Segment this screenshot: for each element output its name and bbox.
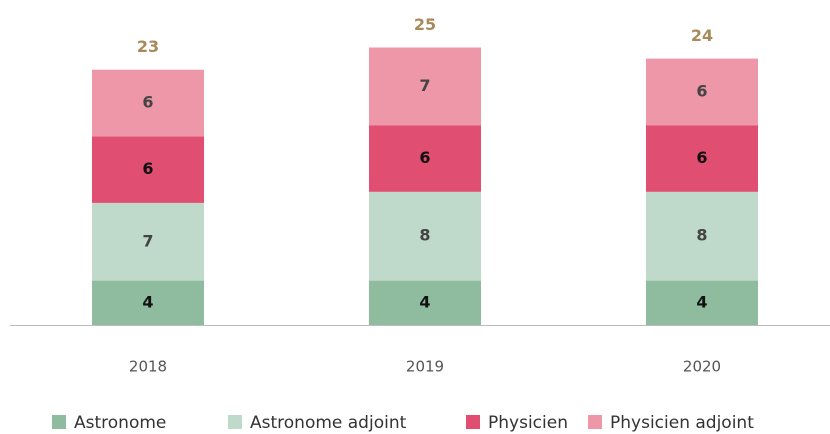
segment-label: 4 [696, 292, 707, 311]
legend-swatch [52, 415, 66, 429]
legend-label: Astronome [74, 413, 166, 433]
legend-swatch [466, 415, 480, 429]
bar-segment [92, 280, 204, 325]
segment-label: 4 [142, 292, 153, 311]
bar-segment [92, 69, 204, 137]
segment-label: 8 [419, 226, 430, 245]
bar-segment [646, 280, 758, 325]
total-label: 24 [691, 26, 713, 45]
legend-swatch [588, 415, 602, 429]
bar-segment [646, 125, 758, 192]
legend-label: Astronome adjoint [250, 413, 407, 433]
bar-segment [646, 58, 758, 126]
segment-label: 6 [696, 81, 707, 100]
segment-label: 4 [419, 292, 430, 311]
segment-label: 7 [142, 231, 153, 250]
bar-segment [369, 47, 481, 126]
legend-swatch [228, 415, 242, 429]
bar-segment [92, 136, 204, 203]
legend-label: Physicien adjoint [610, 413, 754, 433]
segment-label: 6 [419, 148, 430, 167]
bar-segment [369, 191, 481, 281]
segment-label: 6 [142, 93, 153, 112]
x-tick-label: 2019 [406, 358, 444, 376]
segment-label: 6 [142, 159, 153, 178]
bar-segment [369, 125, 481, 192]
x-tick-label: 2020 [683, 358, 721, 376]
segment-label: 8 [696, 226, 707, 245]
x-tick-label: 2018 [129, 358, 167, 376]
total-label: 25 [414, 15, 436, 34]
legend-label: Physicien [488, 413, 568, 433]
bar-segment [92, 202, 204, 281]
total-label: 23 [137, 37, 159, 56]
segment-label: 7 [419, 76, 430, 95]
bar-segment [369, 280, 481, 325]
segment-label: 6 [696, 148, 707, 167]
bar-segment [646, 191, 758, 281]
